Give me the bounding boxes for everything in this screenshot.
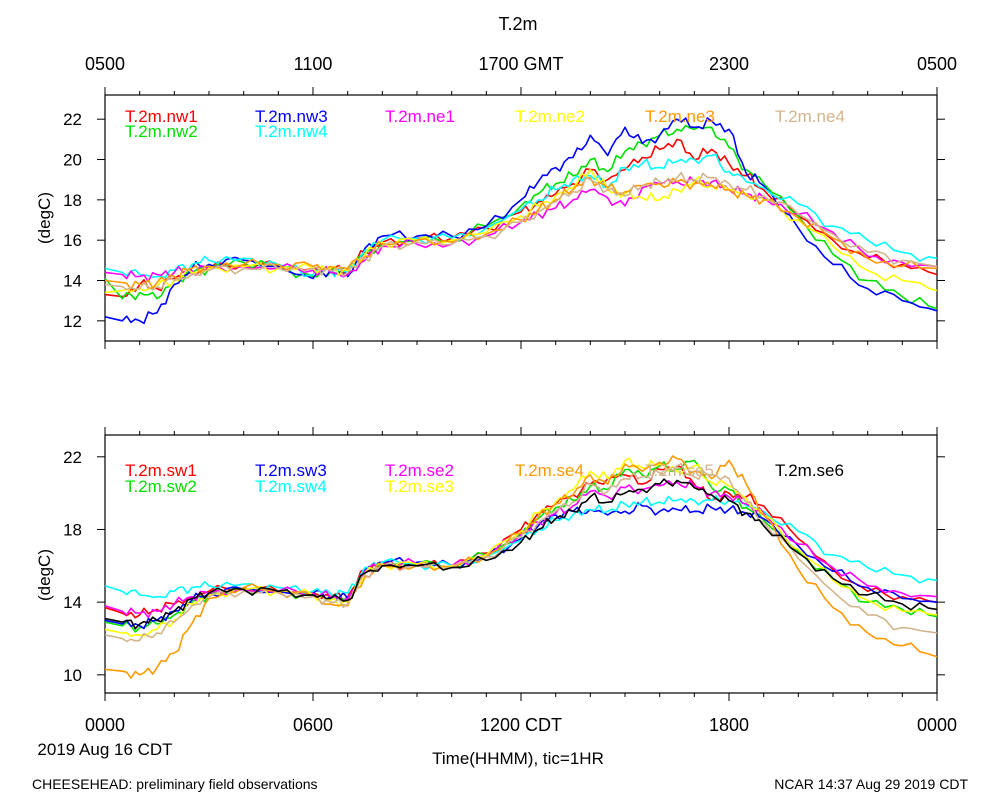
legend-entry: T.2m.sw1 [125, 461, 197, 480]
y-tick-label: 16 [63, 231, 82, 250]
series-line-t-2m-ne2 [104, 168, 938, 294]
bottom-cdt-axis-labels: 0000 0600 1200 CDT 1800 0000 [85, 715, 957, 735]
series-line-t-2m-ne4 [104, 171, 938, 291]
legend-entry: T.2m.nw1 [125, 107, 198, 126]
top-axis-label: 0500 [917, 54, 957, 74]
y-tick-label: 12 [63, 312, 82, 331]
panel-top-ylabel: (degC) [35, 192, 54, 244]
series-line-t-2m-se6 [104, 478, 938, 630]
legend-entry: T.2m.ne2 [515, 107, 585, 126]
legend-entry: T.2m.se6 [775, 461, 844, 480]
series-line-t-2m-sw2 [104, 459, 938, 633]
y-tick-label: 18 [63, 520, 82, 539]
legend-entry: T.2m.nw4 [255, 122, 328, 141]
legend-entry: T.2m.sw2 [125, 477, 197, 496]
panel-top-ticks: 12 14 16 18 20 22 [63, 87, 945, 349]
top-gmt-axis-labels: 0500 1100 1700 GMT 2300 0500 [85, 54, 957, 74]
legend-entry: T.2m.sw3 [255, 461, 327, 480]
legend-entry: T.2m.nw2 [125, 122, 198, 141]
legend-entry: T.2m.ne4 [775, 107, 845, 126]
legend-entry: T.2m.se3 [385, 477, 454, 496]
footer-left: CHEESEHEAD: preliminary field observatio… [32, 776, 318, 792]
legend-entry: T.2m.se4 [515, 461, 584, 480]
legend-entry: T.2m.ne3 [645, 107, 715, 126]
figure-title: T.2m [498, 14, 537, 34]
bottom-axis-label: 1800 [709, 715, 749, 735]
series-line-t-2m-nw1 [104, 138, 938, 298]
y-tick-label: 22 [63, 448, 82, 467]
legend-entry: T.2m.se5 [645, 461, 714, 480]
top-axis-label: 2300 [709, 54, 749, 74]
series-line-t-2m-nw3 [104, 117, 938, 325]
panel-bottom-ylabel: (degC) [35, 549, 54, 601]
x-axis-title: Time(HHMM), tic=1HR [432, 749, 604, 768]
y-tick-label: 14 [63, 272, 82, 291]
y-tick-label: 22 [63, 110, 82, 129]
series-line-t-2m-se3 [104, 457, 938, 637]
top-axis-label: 0500 [85, 54, 125, 74]
top-axis-label: 1700 GMT [478, 54, 563, 74]
panel-bottom-series [104, 455, 938, 679]
y-tick-label: 14 [63, 593, 82, 612]
panel-top-series [104, 117, 938, 325]
legend-entry: T.2m.sw4 [255, 477, 327, 496]
bottom-axis-label: 0000 [85, 715, 125, 735]
top-axis-label: 1100 [294, 54, 333, 74]
series-line-t-2m-nw2 [104, 124, 938, 310]
y-tick-label: 20 [63, 151, 82, 170]
legend-entry: T.2m.ne1 [385, 107, 455, 126]
legend-entry: T.2m.se2 [385, 461, 454, 480]
footer-right: NCAR 14:37 Aug 29 2019 CDT [774, 776, 968, 792]
y-tick-label: 10 [63, 666, 82, 685]
bottom-axis-label: 0600 [293, 715, 333, 735]
series-line-t-2m-se4 [104, 455, 938, 679]
bottom-axis-label: 0000 [917, 715, 957, 735]
date-label: 2019 Aug 16 CDT [37, 740, 172, 759]
series-line-t-2m-se2 [104, 479, 938, 619]
legend-entry: T.2m.nw3 [255, 107, 328, 126]
panel-bottom-ticks: 10 14 18 22 [63, 427, 945, 701]
panel-top-frame [104, 94, 938, 342]
series-line-t-2m-se5 [104, 462, 938, 643]
series-line-t-2m-ne3 [104, 176, 938, 290]
series-line-t-2m-nw4 [104, 153, 938, 278]
y-tick-label: 18 [63, 191, 82, 210]
bottom-axis-label: 1200 CDT [480, 715, 562, 735]
